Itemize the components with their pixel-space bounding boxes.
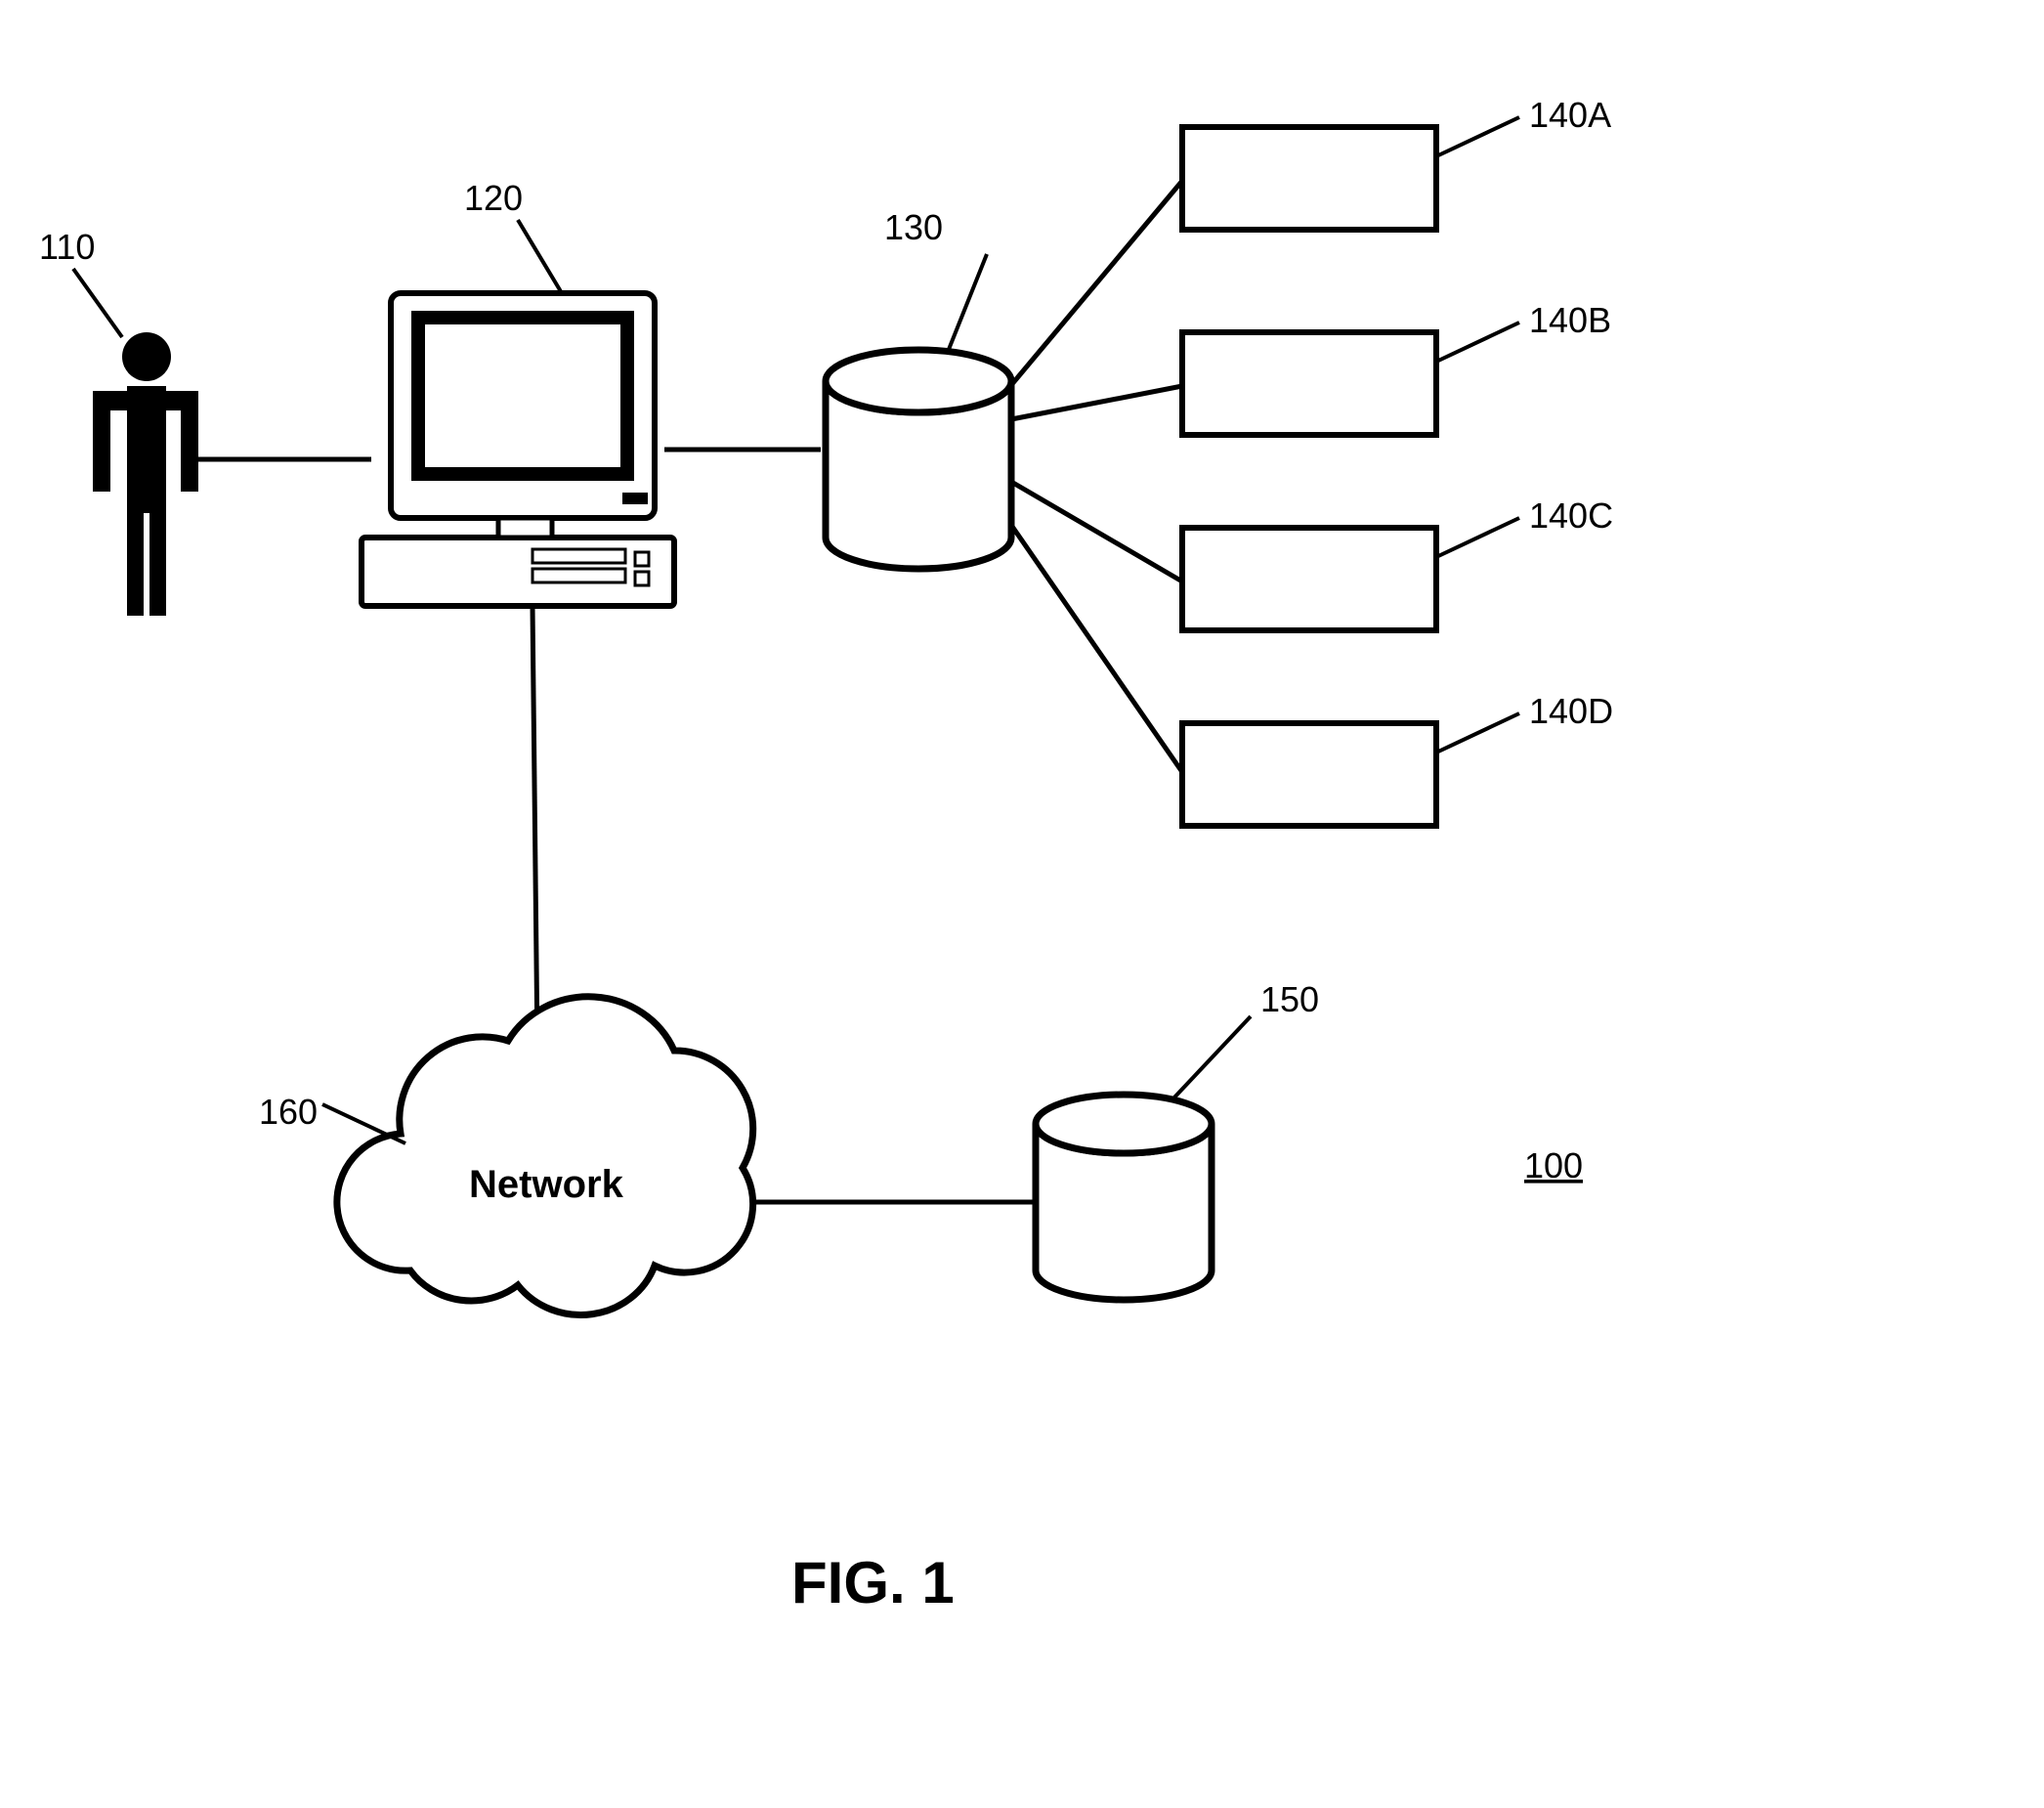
label-140C: 140C xyxy=(1529,495,1613,536)
edge-db1-boxC xyxy=(1006,479,1182,581)
box-A: 140A xyxy=(1182,95,1611,230)
leader-150 xyxy=(1172,1016,1251,1099)
box-B: 140B xyxy=(1182,300,1611,435)
leader-140D xyxy=(1436,713,1519,753)
leader-110 xyxy=(73,269,122,337)
figure-ref: 100 xyxy=(1524,1145,1583,1185)
leader-140C xyxy=(1436,518,1519,557)
label-140B: 140B xyxy=(1529,300,1611,340)
edge-db1-boxA xyxy=(1006,181,1182,391)
edge-db1-boxD xyxy=(1006,518,1182,772)
label-160: 160 xyxy=(259,1092,318,1132)
box-D: 140D xyxy=(1182,691,1613,826)
edge-computer-cloud xyxy=(532,606,537,1051)
label-130: 130 xyxy=(884,207,943,247)
leader-140A xyxy=(1436,117,1519,156)
label-140D: 140D xyxy=(1529,691,1613,731)
db1-icon xyxy=(826,350,1011,569)
computer-icon xyxy=(362,293,674,606)
figure-caption: FIG. 1 xyxy=(791,1550,955,1615)
user-icon xyxy=(93,332,198,616)
db2-icon xyxy=(1036,1095,1212,1300)
label-150: 150 xyxy=(1260,979,1319,1019)
label-120: 120 xyxy=(464,178,523,218)
edge-db1-boxB xyxy=(1006,386,1182,420)
leader-120 xyxy=(518,220,562,293)
leader-140B xyxy=(1436,323,1519,362)
box-C: 140C xyxy=(1182,495,1613,630)
label-140A: 140A xyxy=(1529,95,1611,135)
leader-130 xyxy=(948,254,987,352)
leader-160 xyxy=(322,1104,405,1143)
cloud-text: Network xyxy=(469,1163,624,1206)
label-110: 110 xyxy=(39,227,95,267)
patent-figure: 110 120 130 140A 140B xyxy=(0,0,2044,1808)
cloud-icon xyxy=(337,997,753,1315)
